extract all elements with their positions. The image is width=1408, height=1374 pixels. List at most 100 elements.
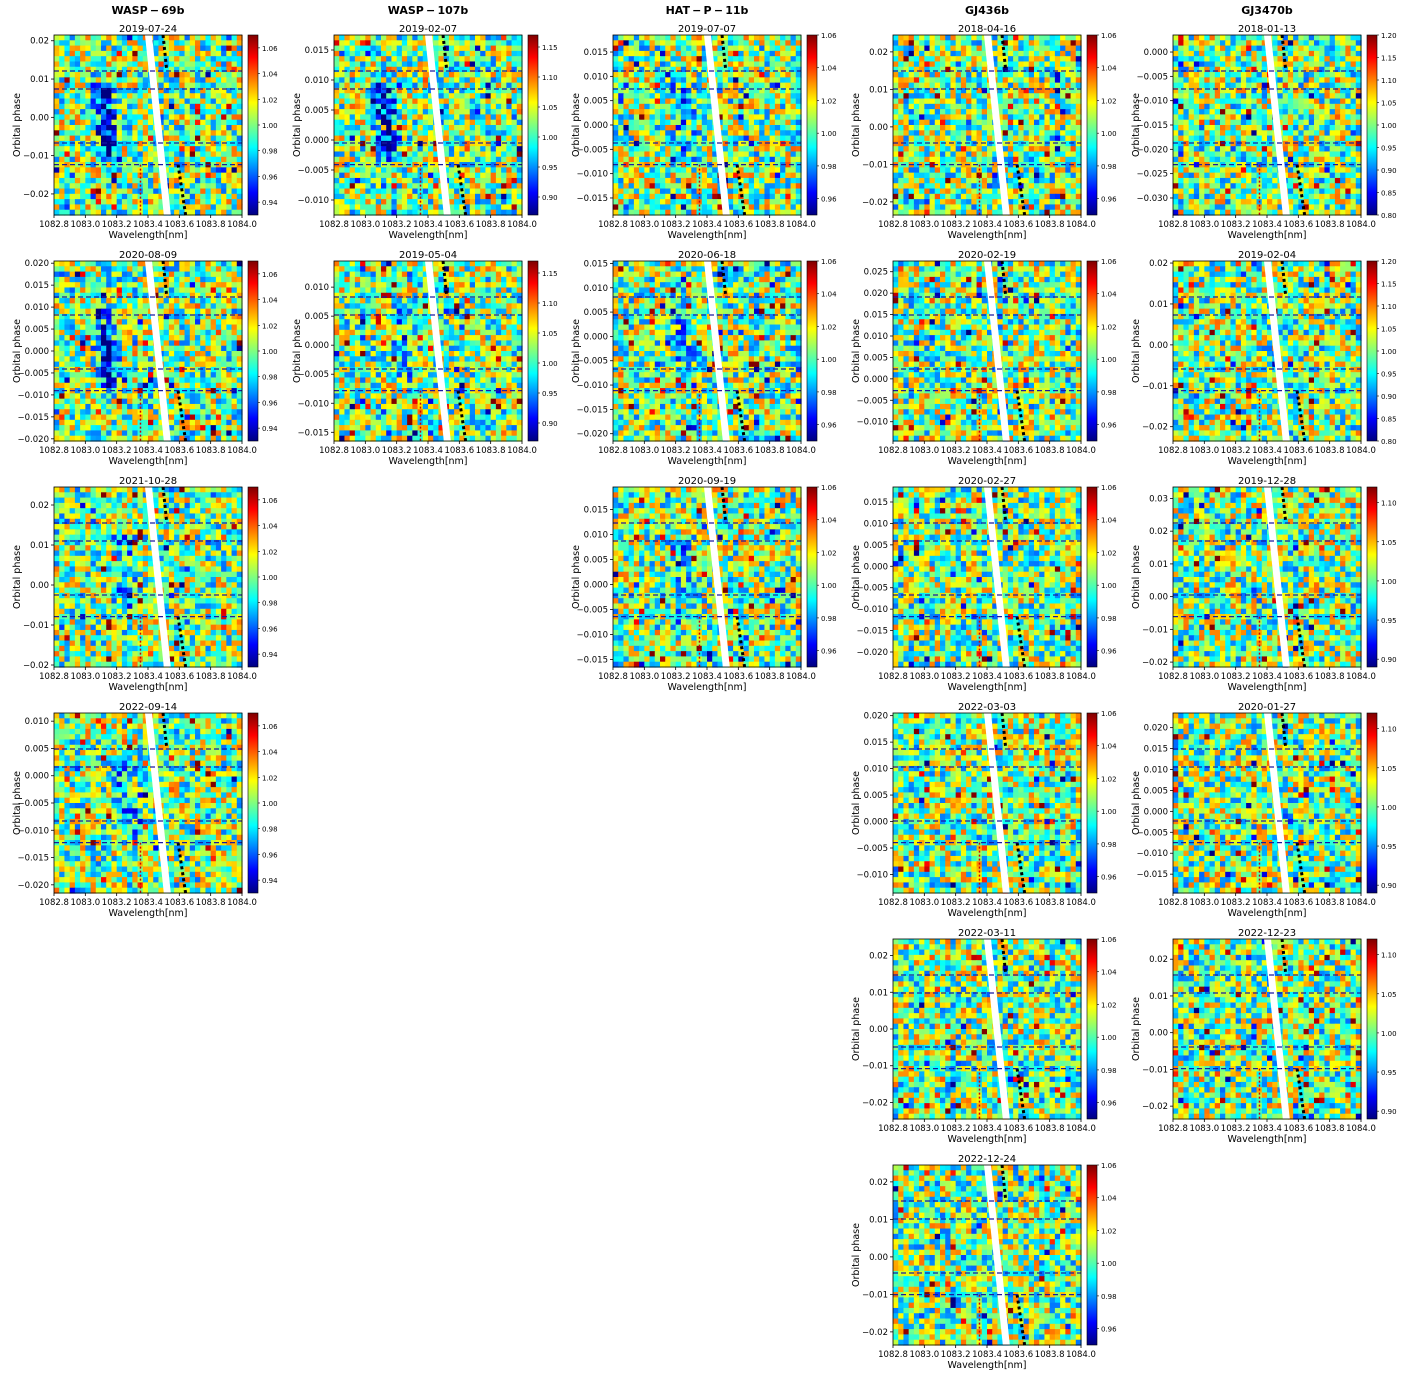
- x-tick-label: 1083.6: [1003, 1350, 1033, 1360]
- x-tick-label: 1083.8: [755, 672, 785, 682]
- y-tick-label: −0.01: [23, 621, 49, 631]
- y-tick-label: −0.010: [577, 170, 608, 180]
- x-tick-label: 1082.8: [39, 220, 69, 230]
- y-axis-label: Orbital phase: [571, 545, 582, 609]
- y-tick-label: 0.010: [864, 332, 888, 342]
- panel-title: 2021-10-28: [119, 476, 177, 487]
- y-tick-label: 0.00: [30, 113, 49, 123]
- y-tick-label: 0.000: [25, 772, 49, 782]
- y-axis-label: Orbital phase: [292, 319, 303, 383]
- colorbar-tick-label: 0.90: [1381, 167, 1397, 175]
- x-tick-label: 1083.0: [70, 898, 100, 908]
- colorbar: [527, 34, 539, 216]
- y-tick-label: 0.005: [864, 541, 888, 551]
- planet-trace: [161, 260, 169, 298]
- colorbar-tick-label: 1.06: [262, 271, 278, 279]
- planet-trace: [176, 842, 188, 894]
- y-tick-label: 0.010: [1144, 766, 1168, 776]
- colorbar-tick-label: 1.05: [1381, 765, 1397, 773]
- panel: 2019-12-28 1082.8 1083.0 1083.2 1083.4 1083.6…: [1131, 476, 1397, 693]
- telluric-mask: [984, 713, 1010, 893]
- x-tick-label: 1083.8: [1315, 446, 1345, 456]
- y-tick-label: 0.010: [864, 765, 888, 775]
- x-axis-label: Wavelength[nm]: [947, 908, 1026, 919]
- y-tick-label: 0.00: [1149, 593, 1168, 603]
- x-tick-label: 1083.4: [133, 672, 163, 682]
- panel: 2019-07-24 1082.8 1083.0 1083.2 1083.4 1083.6…: [12, 24, 278, 241]
- colorbar-tick-label: 1.04: [1101, 1195, 1117, 1203]
- telluric-mask: [984, 1165, 1010, 1345]
- y-tick-label: 0.010: [25, 303, 49, 313]
- planet-trace: [1015, 616, 1027, 668]
- telluric-mask: [1264, 261, 1290, 441]
- colorbar-tick-label: 0.94: [262, 425, 278, 433]
- colorbar-tick-label: 1.04: [821, 291, 837, 299]
- x-tick-label: 1083.8: [1035, 446, 1065, 456]
- y-axis-label: Orbital phase: [851, 997, 862, 1061]
- y-tick-label: −0.005: [577, 145, 608, 155]
- colorbar-tick-label: 1.15: [1381, 281, 1397, 289]
- y-tick-label: 0.010: [305, 76, 329, 86]
- y-tick-label: −0.005: [857, 844, 888, 854]
- x-tick-label: 1083.8: [476, 446, 506, 456]
- colorbar-tick-label: 1.10: [1381, 726, 1397, 734]
- colorbar-tick-label: 1.02: [1101, 1227, 1117, 1235]
- telluric-mask: [984, 261, 1010, 441]
- x-tick-label: 1083.6: [1003, 446, 1033, 456]
- planet-trace: [1280, 486, 1288, 524]
- y-tick-label: 0.000: [25, 347, 49, 357]
- y-tick-label: 0.000: [584, 121, 608, 131]
- x-tick-label: 1083.0: [350, 220, 380, 230]
- planet-trace: [1000, 486, 1008, 524]
- colorbar-tick-label: 0.94: [262, 651, 278, 659]
- planet-trace: [456, 390, 468, 442]
- y-tick-label: 0.015: [584, 48, 608, 58]
- colorbar-tick-label: 0.85: [1381, 190, 1397, 198]
- telluric-mask: [704, 487, 730, 667]
- x-tick-label: 1083.2: [661, 446, 691, 456]
- colorbar-tick-label: 1.10: [542, 74, 558, 82]
- colorbar-tick-label: 0.98: [1101, 841, 1117, 849]
- colorbar-tick-label: 0.98: [262, 148, 278, 156]
- colorbar-tick-label: 0.90: [1381, 656, 1397, 664]
- y-tick-label: 0.015: [25, 281, 49, 291]
- y-tick-label: 0.00: [1149, 1029, 1168, 1039]
- colorbar-tick-label: 1.06: [1101, 484, 1117, 492]
- x-tick-label: 1083.8: [1035, 220, 1065, 230]
- y-tick-label: 0.00: [1149, 341, 1168, 351]
- x-tick-label: 1083.4: [1252, 898, 1282, 908]
- planet-trace: [1280, 260, 1288, 298]
- y-tick-label: −0.015: [577, 405, 608, 415]
- colorbar-tick-label: 0.96: [262, 399, 278, 407]
- x-axis-label: Wavelength[nm]: [947, 456, 1026, 467]
- x-tick-label: 1084.0: [1066, 1124, 1096, 1134]
- colorbar-tick-label: 1.00: [821, 356, 837, 364]
- x-tick-label: 1083.4: [1252, 672, 1282, 682]
- x-tick-label: 1082.8: [598, 220, 628, 230]
- x-tick-label: 1083.8: [755, 220, 785, 230]
- colorbar-tick-label: 0.98: [1101, 1293, 1117, 1301]
- telluric-mask: [425, 261, 451, 441]
- colorbar-tick-label: 0.95: [542, 390, 558, 398]
- colorbar-tick-label: 0.98: [821, 163, 837, 171]
- x-axis-label: Wavelength[nm]: [108, 682, 187, 693]
- y-tick-label: 0.00: [869, 1025, 888, 1035]
- colorbar-tick-label: 0.98: [1101, 163, 1117, 171]
- panel: 2019-02-04 1082.8 1083.0 1083.2 1083.4 1083.6…: [1131, 250, 1397, 467]
- y-tick-label: 0.01: [869, 85, 888, 95]
- y-tick-label: 0.015: [864, 498, 888, 508]
- y-tick-label: −0.02: [1142, 658, 1168, 668]
- x-tick-label: 1083.4: [972, 898, 1002, 908]
- y-tick-label: −0.010: [18, 391, 49, 401]
- x-tick-label: 1083.4: [972, 446, 1002, 456]
- colorbar-tick-label: 0.96: [821, 196, 837, 204]
- x-tick-label: 1083.6: [1283, 1124, 1313, 1134]
- planet-trace: [1000, 260, 1008, 298]
- y-axis-label: Orbital phase: [851, 319, 862, 383]
- colorbar-tick-label: 1.00: [262, 122, 278, 130]
- colorbar-tick-label: 0.95: [1381, 145, 1397, 153]
- y-tick-label: 0.010: [584, 284, 608, 294]
- x-tick-label: 1083.0: [350, 446, 380, 456]
- x-axis-label: Wavelength[nm]: [108, 230, 187, 241]
- colorbar-tick-label: 1.00: [1101, 356, 1117, 364]
